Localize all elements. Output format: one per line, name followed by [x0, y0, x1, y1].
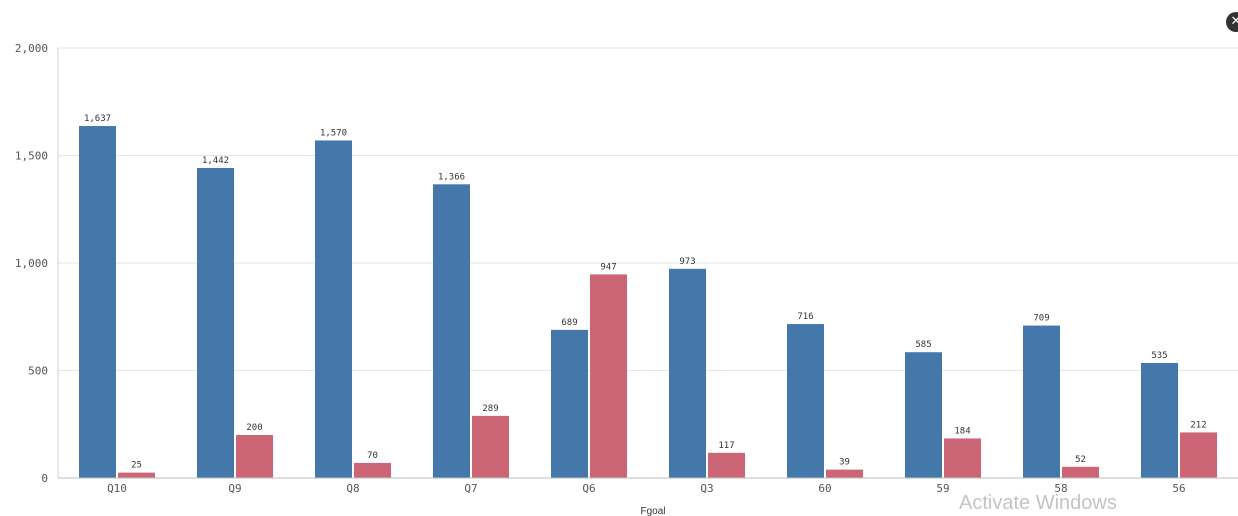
- data-label: 289: [482, 404, 498, 414]
- x-tick-label: 60: [818, 482, 831, 495]
- x-tick-label: Q3: [700, 482, 713, 495]
- bar: [905, 352, 942, 478]
- bar: [551, 329, 588, 478]
- x-axis-title: Fgoal: [640, 506, 665, 516]
- data-label: 709: [1033, 314, 1049, 324]
- y-tick-label: 1,500: [15, 150, 48, 163]
- data-label: 1,366: [438, 172, 465, 182]
- data-label: 117: [718, 441, 734, 451]
- bar: [708, 452, 745, 478]
- x-tick-label: Q10: [107, 482, 127, 495]
- y-tick-label: 0: [41, 472, 48, 485]
- close-icon: ✕: [1230, 14, 1238, 29]
- data-label: 184: [954, 426, 970, 436]
- data-label: 1,570: [320, 128, 347, 138]
- data-label: 70: [367, 451, 378, 461]
- data-label: 1,442: [202, 156, 229, 166]
- bar: [315, 140, 352, 478]
- x-tick-label: 58: [1054, 482, 1067, 495]
- data-label: 947: [600, 262, 616, 272]
- bar: [590, 274, 627, 478]
- y-tick-label: 1,000: [15, 257, 48, 270]
- data-label: 212: [1190, 420, 1206, 430]
- data-label: 585: [915, 340, 931, 350]
- data-label: 39: [839, 458, 850, 468]
- y-tick-label: 500: [28, 365, 48, 378]
- y-tick-label: 2,000: [15, 42, 48, 55]
- data-label: 973: [679, 257, 695, 267]
- gridlines: [58, 47, 1238, 371]
- activate-windows-watermark: Activate Windows: [959, 492, 1117, 514]
- y-axis: 0 500 1,000 1,500 2,000: [15, 42, 59, 485]
- bar: [787, 324, 824, 478]
- bar: [197, 167, 234, 478]
- bar: [944, 438, 981, 478]
- data-label: 716: [797, 312, 813, 322]
- x-tick-label: Q8: [346, 482, 359, 495]
- x-axis: Q10 Q9 Q8 Q7 Q6 Q3 60 59 58 56: [58, 477, 1238, 495]
- bar: [354, 462, 391, 478]
- bar: [79, 126, 116, 479]
- data-label: 689: [561, 318, 577, 328]
- bar: [1023, 325, 1060, 478]
- data-label: 1,637: [84, 114, 111, 124]
- bar: [1062, 466, 1099, 478]
- bar: [669, 268, 706, 478]
- bar: [118, 472, 155, 478]
- bar: [433, 184, 470, 478]
- x-tick-label: Q6: [582, 482, 595, 495]
- bar: [1141, 362, 1178, 478]
- x-tick-label: Q9: [228, 482, 241, 495]
- data-label: 535: [1151, 351, 1167, 361]
- x-tick-label: 59: [936, 482, 949, 495]
- x-tick-label: 56: [1172, 482, 1185, 495]
- data-label: 52: [1075, 455, 1086, 465]
- x-tick-label: Q7: [464, 482, 477, 495]
- bars: 1,637 25 1,442 200 1,570 70 1,366 289 689 947 973 1…: [79, 114, 1217, 479]
- data-label: 25: [131, 461, 142, 471]
- bar: [1180, 432, 1217, 478]
- bar: [826, 469, 863, 478]
- close-button[interactable]: ✕: [1226, 12, 1238, 32]
- bar: [236, 435, 273, 478]
- bar: [472, 415, 509, 478]
- data-label: 200: [246, 423, 262, 433]
